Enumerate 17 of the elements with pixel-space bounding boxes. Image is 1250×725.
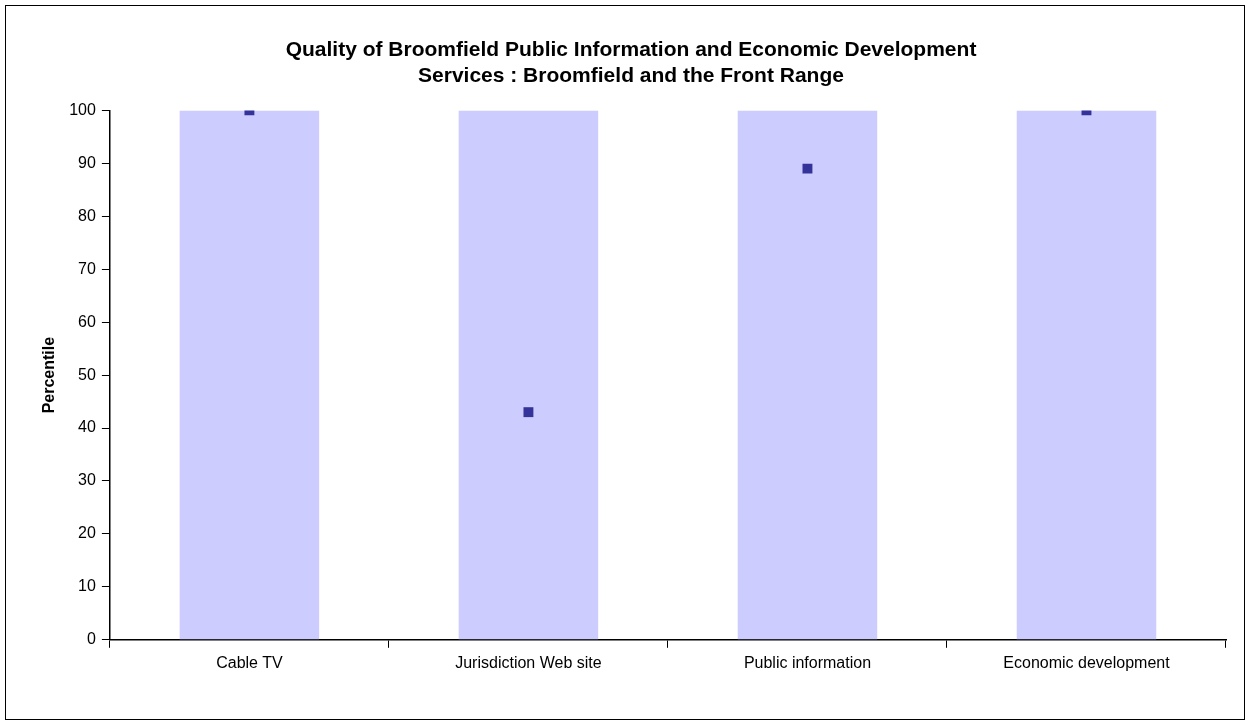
- y-tick-label: 90: [78, 153, 96, 171]
- x-tick-label: Economic development: [1003, 653, 1171, 671]
- y-axis-title: Percentile: [40, 336, 58, 414]
- y-tick-label: 0: [86, 630, 96, 648]
- y-tick-label: 100: [69, 100, 96, 118]
- y-tick-label: 60: [78, 312, 96, 330]
- y-tick-label: 20: [78, 524, 96, 542]
- x-tick-label: Public information: [743, 653, 872, 671]
- chart-title: Quality of Broomfield Public Information and Economic Development Services : Broomfield and the Front Range: [285, 37, 977, 86]
- y-tick-label: 50: [78, 365, 96, 383]
- x-tick-label: Cable TV: [216, 653, 283, 671]
- y-tick-label: 70: [78, 259, 96, 277]
- y-tick-label: 80: [78, 206, 96, 224]
- y-tick-label: 10: [78, 577, 96, 595]
- y-tick-label: 30: [78, 471, 96, 489]
- y-tick-label: 40: [78, 418, 96, 436]
- x-tick-label: Jurisdiction Web site: [455, 653, 602, 671]
